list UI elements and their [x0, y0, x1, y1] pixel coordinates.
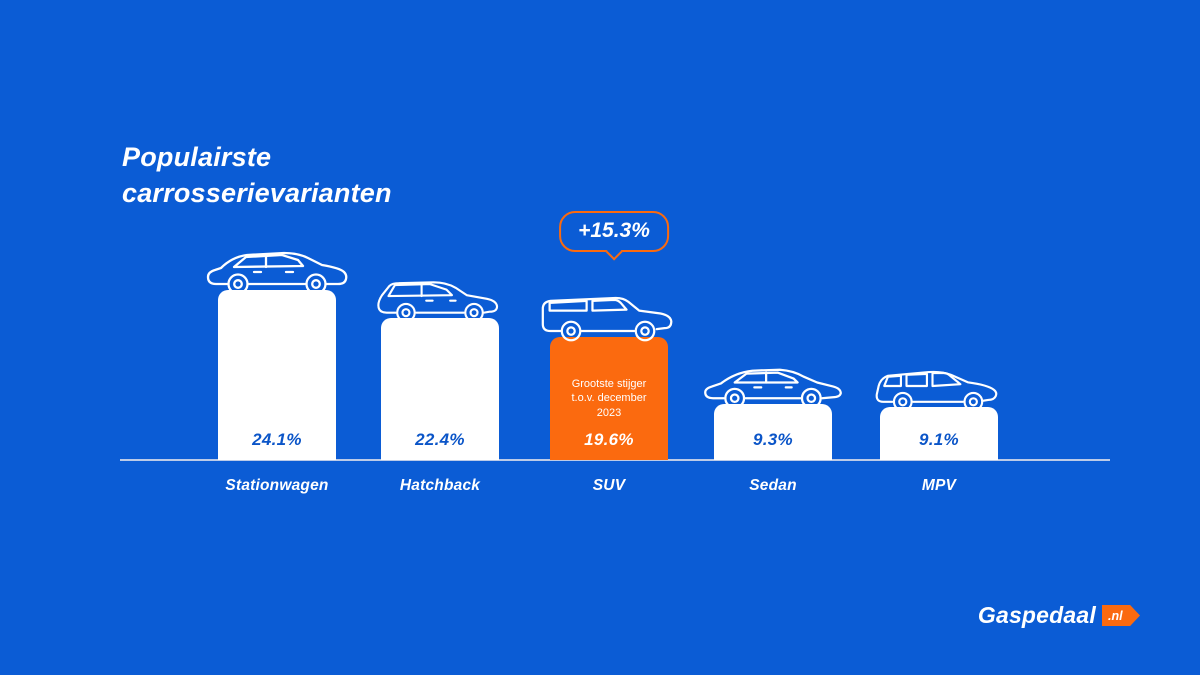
gaspedaal-logo-text: Gaspedaal — [977, 602, 1096, 628]
bar-value-hatchback: 22.4% — [415, 430, 465, 449]
bar-column-mpv: 9.1% — [864, 360, 1014, 460]
page-title: Populairste carrosserievarianten — [122, 140, 392, 212]
page-title-line1: Populairste — [122, 142, 272, 172]
bar-stationwagen: 24.1% — [218, 290, 336, 460]
bar-value-sedan: 9.3% — [753, 430, 793, 449]
hatchback-car-icon — [377, 281, 499, 323]
category-label-sedan: Sedan — [749, 477, 797, 494]
suv-car-icon — [541, 296, 673, 342]
bar-column-suv: Grootste stijger t.o.v. december 2023 19… — [534, 287, 684, 460]
bar-column-stationwagen: 24.1% — [202, 239, 352, 460]
x-axis-baseline — [120, 459, 1110, 461]
suv-change-label: +15.3% — [578, 219, 650, 242]
category-label-hatchback: Hatchback — [399, 477, 481, 494]
category-label-stationwagen: Stationwagen — [225, 477, 329, 494]
bar-value-stationwagen: 24.1% — [252, 430, 302, 449]
bar-value-suv: 19.6% — [584, 430, 634, 449]
bar-column-sedan: 9.3% — [698, 354, 848, 460]
bar-column-hatchback: 22.4% — [365, 271, 515, 460]
category-label-mpv: MPV — [921, 477, 957, 494]
callout-tail — [605, 243, 623, 261]
bar-hatchback: 22.4% — [381, 318, 499, 460]
bar-value-mpv: 9.1% — [919, 430, 959, 449]
category-label-suv: SUV — [592, 477, 626, 494]
stationwagen-car-icon — [206, 251, 348, 295]
gaspedaal-logo: Gaspedaal .nl — [978, 602, 1140, 629]
bar-sedan: 9.3% — [714, 404, 832, 460]
mpv-car-icon — [875, 370, 998, 412]
bar-mpv: 9.1% — [880, 407, 998, 460]
gaspedaal-nl-badge: .nl — [1102, 605, 1140, 626]
gaspedaal-nl-badge-text: .nl — [1108, 608, 1123, 623]
sedan-car-icon — [704, 368, 842, 409]
page-title-line2: carrosserievarianten — [122, 177, 392, 208]
suv-change-callout: +15.3% — [559, 211, 669, 261]
bar-note-suv: Grootste stijger t.o.v. december 2023 — [571, 378, 647, 419]
bar-suv-highlighted: Grootste stijger t.o.v. december 2023 19… — [550, 337, 668, 460]
